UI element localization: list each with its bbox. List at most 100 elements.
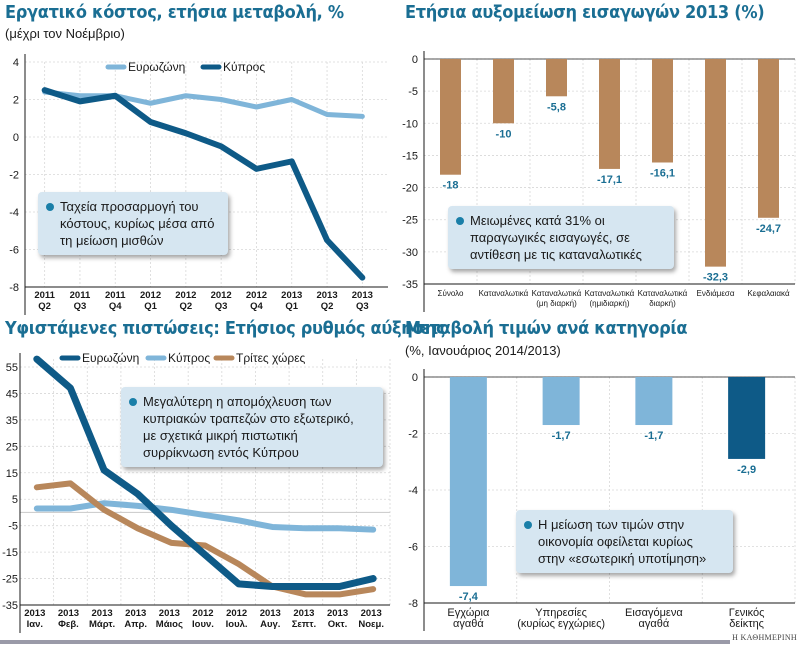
prices-subtitle: (%, Ιανουάριος 2014/2013) xyxy=(405,343,561,358)
y-tick-label: 4 xyxy=(13,57,19,69)
x-tick-label: Q3 xyxy=(356,301,369,312)
x-tick-label: Σύνολο xyxy=(438,289,464,298)
note-line: κόστους, κυρίως μέσα από xyxy=(60,216,215,231)
x-tick-label: Ιουν. xyxy=(192,619,214,630)
y-tick-label: -35 xyxy=(2,600,18,612)
y-tick-label: -4 xyxy=(408,485,418,497)
legend-label: Τρίτες χώρες xyxy=(236,351,306,365)
y-tick-label: 25 xyxy=(6,441,18,453)
x-tick-label: Q2 xyxy=(321,301,334,312)
note-line: οικονομία οφείλεται κυρίως xyxy=(538,534,693,549)
y-tick-label: -30 xyxy=(402,247,418,259)
data-label: -10 xyxy=(496,128,512,140)
x-tick-label: Q3 xyxy=(215,301,228,312)
y-tick-label: -8 xyxy=(408,598,418,610)
x-tick-label: (κυρίως εγχώριες) xyxy=(517,618,605,630)
x-tick-label: 2013 xyxy=(159,608,180,619)
x-tick-label: Εισαγόμενα xyxy=(625,607,683,619)
x-tick-label: 2013 xyxy=(125,608,146,619)
prices-note: Η μείωση των τιμών στην οικονομία οφείλε… xyxy=(516,510,733,573)
footer-divider xyxy=(0,640,730,644)
x-tick-label: Φεβ. xyxy=(58,619,79,630)
y-tick-label: 45 xyxy=(6,388,18,400)
x-tick-label: αγαθά xyxy=(453,618,484,630)
x-tick-label: 2012 xyxy=(140,290,161,301)
y-tick-label: -20 xyxy=(402,183,418,195)
data-label: -32,3 xyxy=(703,272,728,284)
bar xyxy=(493,59,514,124)
data-label: -7,4 xyxy=(459,591,479,603)
x-tick-label: (μη διαρκή) xyxy=(536,299,577,308)
x-tick-label: Q2 xyxy=(38,301,51,312)
note-line: Μειωμένες κατά 31% οι xyxy=(470,213,605,228)
data-label: -24,7 xyxy=(756,223,781,235)
y-tick-label: 0 xyxy=(412,54,418,66)
x-tick-label: 2013 xyxy=(260,608,281,619)
note-line: Ταχεία προσαρμογή του xyxy=(60,199,199,214)
x-tick-label: Απρ. xyxy=(124,619,147,630)
x-tick-label: Ιαν. xyxy=(27,619,43,630)
x-tick-label: Νοεμ. xyxy=(358,619,384,630)
x-tick-label: 2013 xyxy=(24,608,45,619)
y-tick-label: -25 xyxy=(402,215,418,227)
bar xyxy=(705,59,726,267)
note-line: κυπριακών τραπεζών στο εξωτερικό, xyxy=(143,411,354,426)
data-label: -1,7 xyxy=(552,430,571,442)
labor-cost-subtitle: (μέχρι τον Νοέμβριο) xyxy=(5,26,125,41)
data-label: -17,1 xyxy=(597,174,622,186)
x-tick-label: 2013 xyxy=(361,608,382,619)
bar xyxy=(635,377,673,426)
note-line: αντίθεση με τις καταναλωτικές xyxy=(470,247,642,262)
x-tick-label: δείκτης xyxy=(729,618,764,630)
x-tick-label: Q1 xyxy=(285,301,298,312)
x-tick-label: Q2 xyxy=(180,301,193,312)
y-tick-label: 15 xyxy=(6,468,18,480)
y-tick-label: -10 xyxy=(402,118,418,130)
y-tick-label: -8 xyxy=(9,282,19,294)
x-tick-label: 2011 xyxy=(70,290,91,301)
x-tick-label: Q4 xyxy=(109,301,122,312)
series-line-eurozone xyxy=(33,355,377,590)
y-tick-label: -2 xyxy=(408,429,418,441)
prices-title: Μεταβολή τιμών ανά κατηγορία xyxy=(405,318,688,339)
y-tick-label: 55 xyxy=(6,362,18,374)
legend-label: Κύπρος xyxy=(168,351,210,365)
y-tick-label: -35 xyxy=(402,279,418,291)
x-tick-label: Κεφαλαιακά xyxy=(747,289,790,298)
y-tick-label: -5 xyxy=(8,521,18,533)
bar xyxy=(546,59,567,97)
note-line: παραγωγικές εισαγωγές, σε xyxy=(470,230,630,245)
x-tick-label: Καταναλωτικά xyxy=(479,289,529,298)
note-line: στην «εσωτερική υποτίμηση» xyxy=(538,551,707,566)
y-tick-label: -5 xyxy=(408,86,418,98)
x-tick-label: Ιουλ. xyxy=(226,619,248,630)
note-line: Η μείωση των τιμών στην xyxy=(538,517,685,532)
x-tick-label: 2012 xyxy=(175,290,196,301)
note-line: συρρίκνωση εντός Κύπρου xyxy=(143,445,299,460)
y-tick-label: -15 xyxy=(2,547,18,559)
x-tick-label: Οκτ. xyxy=(328,619,348,630)
x-tick-label: 2012 xyxy=(192,608,213,619)
y-tick-label: -6 xyxy=(9,245,19,257)
x-tick-label: αγαθά xyxy=(639,618,670,630)
y-tick-label: 5 xyxy=(12,494,18,506)
x-tick-label: 2013 xyxy=(92,608,113,619)
x-tick-label: Q3 xyxy=(74,301,87,312)
data-label: -5,8 xyxy=(547,101,566,113)
imports-note: Μειωμένες κατά 31% οι παραγωγικές εισαγω… xyxy=(448,206,674,269)
x-tick-label: 2011 xyxy=(105,290,126,301)
x-tick-label: 2012 xyxy=(211,290,232,301)
legend-label: Ευρωζώνη xyxy=(128,60,185,74)
y-tick-label: -2 xyxy=(9,170,19,182)
labor-cost-title: Εργατικό κόστος, ετήσια μεταβολή, % xyxy=(5,2,344,23)
data-label: -16,1 xyxy=(650,168,675,180)
y-tick-label: -6 xyxy=(408,542,418,554)
x-tick-label: 2013 xyxy=(293,608,314,619)
bullet-icon xyxy=(46,203,54,211)
x-tick-label: 2013 xyxy=(281,290,302,301)
bar xyxy=(758,59,779,218)
imports-title: Ετήσια αυξομείωση εισαγωγών 2013 (%) xyxy=(405,2,765,23)
x-tick-label: Γενικός xyxy=(729,607,765,619)
